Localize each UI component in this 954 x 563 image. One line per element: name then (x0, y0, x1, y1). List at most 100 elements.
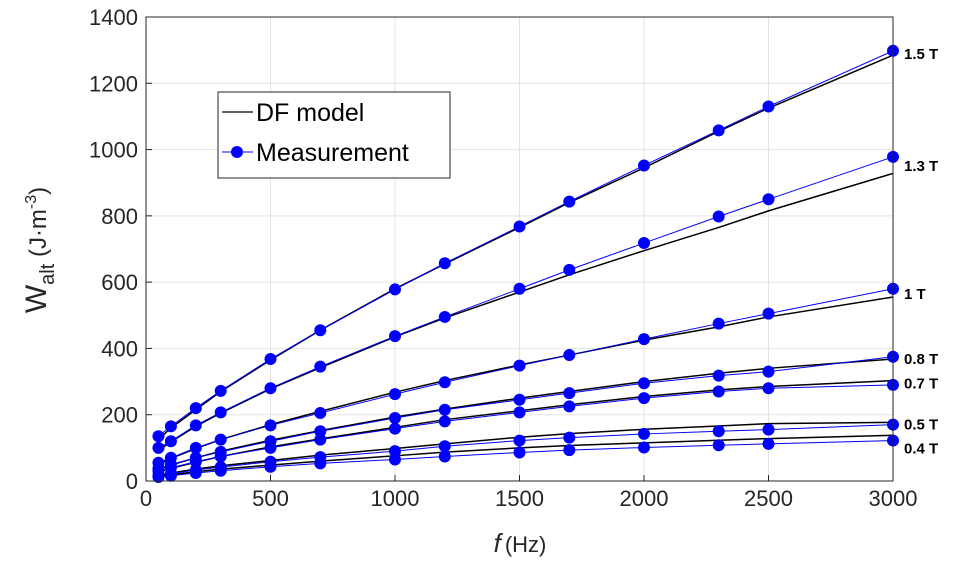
measurement-marker (389, 445, 401, 458)
measurement-marker (164, 469, 177, 482)
x-tick-label: 2500 (744, 486, 793, 511)
x-tick-label: 2000 (620, 486, 669, 511)
measurement-marker (189, 419, 202, 432)
measurement-marker (314, 457, 327, 470)
measurement-marker (438, 376, 451, 389)
measurement-marker (389, 453, 401, 466)
measurement-marker (214, 450, 227, 463)
measurement-marker (762, 365, 775, 378)
measurement-marker (438, 450, 451, 463)
legend-measurement-marker (231, 146, 243, 158)
measurement-marker (638, 392, 650, 405)
measurement-marker (563, 195, 576, 208)
y-tick-label: 1000 (89, 138, 138, 163)
measurement-marker (513, 359, 526, 372)
measurement-marker (189, 441, 202, 454)
legend-box (217, 91, 451, 179)
legend: DF model Measurement (217, 91, 451, 179)
measurement-marker (214, 406, 227, 419)
y-axis-unit-pre: (J·m (25, 209, 52, 264)
measurement-marker (264, 441, 277, 454)
measurement-marker (638, 427, 650, 440)
y-tick-label: 600 (101, 270, 138, 295)
measurement-marker (712, 210, 725, 223)
measurement-marker (638, 237, 650, 250)
measurement-marker (264, 460, 277, 473)
series-label: 1.5 T (904, 46, 938, 63)
measurement-marker (189, 455, 202, 468)
legend-measurement-label: Measurement (256, 139, 409, 167)
measurement-marker (389, 388, 401, 401)
measurement-marker (563, 444, 576, 457)
y-axis-sub: alt (37, 263, 59, 285)
measurement-marker (314, 433, 327, 446)
measurement-marker (164, 420, 177, 433)
measurement-marker (563, 400, 576, 413)
measurement-marker (438, 310, 451, 323)
measurement-marker (314, 360, 327, 373)
measurement-marker (762, 437, 775, 450)
y-axis-title: Walt (J·m-3) (20, 187, 59, 313)
x-tick-label: 1500 (495, 486, 544, 511)
measurement-marker (563, 349, 576, 362)
measurement-marker (563, 431, 576, 444)
measurement-marker (152, 441, 165, 454)
measurement-marker (638, 441, 650, 454)
x-axis-unit: (Hz) (505, 532, 547, 557)
y-tick-label: 0 (126, 469, 138, 494)
series-labels: 1.5 T 1.3 T 1 T 0.8 T 0.7 T 0.5 T 0.4 T (904, 46, 938, 458)
measurement-marker (712, 124, 725, 137)
measurement-marker (513, 406, 526, 419)
measurement-marker (438, 257, 451, 270)
measurement-marker (762, 100, 775, 113)
series-label: 1.3 T (904, 158, 938, 175)
measurement-marker (762, 307, 775, 320)
y-axis-unit-post: ) (25, 187, 52, 195)
measurement-marker (712, 439, 725, 452)
x-tick-label: 3000 (869, 486, 918, 511)
measurement-marker (638, 333, 650, 346)
y-tick-label: 400 (101, 336, 138, 361)
y-tick-label: 200 (101, 403, 138, 428)
measurement-marker (314, 324, 327, 337)
measurement-marker (152, 430, 165, 443)
measurement-marker (762, 382, 775, 395)
measurement-marker (314, 425, 327, 438)
legend-model-label: DF model (256, 99, 364, 127)
measurement-marker (189, 402, 202, 415)
series-label: 0.5 T (904, 416, 938, 433)
measurement-marker (712, 385, 725, 398)
measurement-marker (389, 283, 401, 296)
measurement-marker (513, 434, 526, 447)
measurement-marker (438, 440, 451, 453)
measurement-marker (712, 425, 725, 438)
series-label: 0.7 T (904, 376, 938, 393)
measurement-marker (389, 330, 401, 343)
measurement-marker (264, 353, 277, 366)
measurement-marker (513, 282, 526, 295)
measurement-marker (152, 471, 165, 484)
measurement-marker (712, 317, 725, 330)
measurement-marker (264, 382, 277, 395)
measurement-marker (563, 387, 576, 400)
y-tick-label: 800 (101, 204, 138, 229)
measurement-marker (214, 433, 227, 446)
measurement-marker (189, 467, 202, 480)
measurement-marker (389, 422, 401, 435)
x-axis-symbol: f (494, 528, 504, 558)
series-label: 0.4 T (904, 440, 938, 457)
measurement-marker (563, 263, 576, 276)
measurement-marker (638, 377, 650, 390)
series-label: 1 T (904, 286, 926, 303)
measurement-marker (438, 415, 451, 428)
measurement-marker (638, 159, 650, 172)
measurement-marker (214, 384, 227, 397)
y-tick-label: 1200 (89, 71, 138, 96)
measurement-marker (513, 220, 526, 233)
measurement-marker (513, 393, 526, 406)
x-tick-label: 500 (252, 486, 289, 511)
measurement-marker (762, 193, 775, 206)
y-tick-label: 1400 (89, 5, 138, 30)
x-tick-label: 0 (140, 486, 152, 511)
